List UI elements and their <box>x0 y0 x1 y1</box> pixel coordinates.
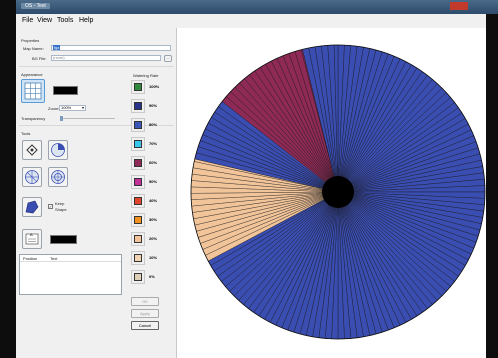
rate-color <box>134 140 142 148</box>
ring-tool-button[interactable] <box>48 167 68 187</box>
irrigation-map[interactable] <box>177 28 486 358</box>
text-tool-letter: A <box>30 232 33 237</box>
map-canvas[interactable] <box>177 28 486 358</box>
rate-swatch[interactable] <box>131 80 145 94</box>
browse-button[interactable]: ... <box>164 55 172 62</box>
zoom-select[interactable]: 100% ▾ <box>59 105 86 111</box>
window-title: OS - Test <box>21 3 50 9</box>
keep-shape-label: Keep <box>55 201 65 206</box>
rate-label: 20% <box>149 236 158 241</box>
menu-file[interactable]: File <box>22 17 34 24</box>
rate-swatch[interactable] <box>131 175 145 189</box>
apply-button[interactable]: Apply <box>131 309 159 318</box>
keep-shape-label-2: Shape <box>55 207 67 212</box>
watering-rate-header: Watering Rate <box>133 73 159 78</box>
rate-swatch[interactable] <box>131 213 145 227</box>
rate-label: 100% <box>149 84 160 89</box>
rate-color <box>134 102 142 110</box>
rate-swatch[interactable] <box>131 251 145 265</box>
text-label-icon <box>25 233 39 245</box>
table-header: Position Text <box>20 255 121 262</box>
properties-header: Properties <box>21 38 40 43</box>
close-window-button[interactable] <box>450 2 468 10</box>
rate-label: 0% <box>149 274 155 279</box>
rate-label: 60% <box>149 160 158 165</box>
rate-color <box>134 197 142 205</box>
segmented-circle-icon <box>25 170 39 184</box>
text-position-table[interactable]: Position Text <box>19 254 122 295</box>
chevron-down-icon: ▾ <box>81 105 84 110</box>
rate-label: 40% <box>149 198 158 203</box>
primary-color-swatch[interactable] <box>53 86 78 95</box>
rate-color <box>134 235 142 243</box>
column-position[interactable]: Position <box>23 256 38 261</box>
rate-swatch[interactable] <box>131 232 145 246</box>
rate-swatch[interactable] <box>131 270 145 284</box>
divider <box>19 66 174 67</box>
menu-tools[interactable]: Tools <box>57 17 74 24</box>
transparency-slider[interactable] <box>60 116 115 121</box>
segment-tool-button[interactable] <box>22 167 42 187</box>
polygon-shape-icon <box>25 200 39 214</box>
rate-swatch[interactable] <box>131 99 145 113</box>
rate-color <box>134 178 142 186</box>
paint-bucket-icon <box>26 144 38 156</box>
ok-button[interactable]: OK <box>131 297 159 306</box>
shape-tool-button[interactable] <box>22 197 42 217</box>
map-name-value: fgz <box>53 45 61 50</box>
rate-swatch[interactable] <box>131 137 145 151</box>
rate-swatch[interactable] <box>131 194 145 208</box>
rate-color <box>134 159 142 167</box>
menu-view[interactable]: View <box>37 17 53 24</box>
zoom-value: 100% <box>61 105 72 110</box>
grid-icon <box>24 82 42 100</box>
rate-label: 30% <box>149 217 158 222</box>
bg-file-label: BG File: <box>32 56 47 61</box>
rate-label: 80% <box>149 122 158 127</box>
tools-header: Tools <box>21 131 31 136</box>
sector-tool-button[interactable] <box>48 140 68 160</box>
rate-color <box>134 254 142 262</box>
rate-color <box>134 216 142 224</box>
rate-label: 70% <box>149 141 158 146</box>
rate-swatch[interactable] <box>131 118 145 132</box>
menu-bar: File View Tools Help <box>16 14 486 28</box>
rate-swatch[interactable] <box>131 156 145 170</box>
pie-sector-icon <box>51 143 65 157</box>
cancel-button[interactable]: Cancel <box>131 321 159 330</box>
map-center-hub[interactable] <box>322 176 354 208</box>
title-bar[interactable]: OS - Test <box>16 0 498 14</box>
rate-color <box>134 83 142 91</box>
ring-icon <box>51 170 65 184</box>
transparency-slider-thumb[interactable] <box>60 116 63 121</box>
zoom-label: Zoom: <box>48 106 60 111</box>
map-name-label: Map Name: <box>23 46 44 51</box>
map-outline <box>190 44 486 340</box>
bg-file-input[interactable]: (none) <box>51 55 161 61</box>
map-name-input[interactable]: fgz <box>51 45 171 51</box>
desktop-edge-left <box>0 0 16 358</box>
rate-label: 90% <box>149 103 158 108</box>
rate-label: 50% <box>149 179 158 184</box>
rate-color <box>134 273 142 281</box>
fill-tool-button[interactable] <box>22 140 42 160</box>
text-color-swatch[interactable] <box>50 235 77 244</box>
divider <box>19 125 174 126</box>
menu-help[interactable]: Help <box>79 17 94 24</box>
appearance-header: Appearance <box>21 72 43 77</box>
rate-label: 10% <box>149 255 158 260</box>
left-panel: Properties Map Name: fgz BG File: (none)… <box>16 28 177 358</box>
column-text[interactable]: Text <box>50 256 58 261</box>
desktop-edge-right <box>486 14 498 358</box>
rate-color <box>134 121 142 129</box>
keep-shape-checkbox[interactable]: ✓ <box>48 204 53 209</box>
check-icon: ✓ <box>49 204 53 209</box>
transparency-label: Transparency <box>21 116 46 121</box>
grid-toggle-button[interactable] <box>21 79 45 103</box>
text-tool-button[interactable]: A <box>22 229 42 249</box>
